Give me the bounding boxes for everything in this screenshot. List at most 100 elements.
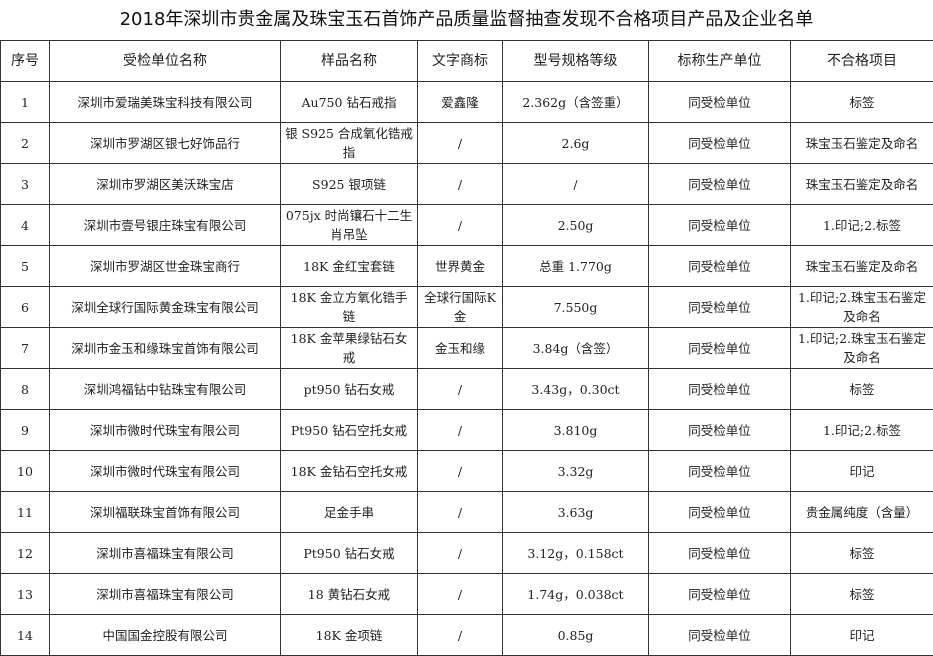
cell-serial-number: 11 [1, 492, 50, 533]
header-trademark: 文字商标 [418, 41, 503, 82]
cell-nonconforming-item: 1.印记;2.标签 [791, 410, 933, 451]
cell-inspected-unit: 深圳市微时代珠宝有限公司 [50, 410, 281, 451]
cell-serial-number: 4 [1, 205, 50, 246]
page-title: 2018年深圳市贵金属及珠宝玉石首饰产品质量监督抽查发现不合格项目产品及企业名单 [0, 0, 933, 40]
cell-manufacturer: 同受检单位 [649, 615, 791, 656]
cell-manufacturer: 同受检单位 [649, 533, 791, 574]
cell-sample-name: 18K 金苹果绿钻石女戒 [281, 328, 418, 369]
cell-manufacturer: 同受检单位 [649, 246, 791, 287]
cell-serial-number: 2 [1, 123, 50, 164]
cell-nonconforming-item: 珠宝玉石鉴定及命名 [791, 164, 933, 205]
cell-model-spec: 3.810g [503, 410, 649, 451]
cell-inspected-unit: 深圳市喜福珠宝有限公司 [50, 533, 281, 574]
cell-manufacturer: 同受检单位 [649, 451, 791, 492]
cell-nonconforming-item: 标签 [791, 533, 933, 574]
header-manufacturer: 标称生产单位 [649, 41, 791, 82]
cell-serial-number: 13 [1, 574, 50, 615]
header-model-spec: 型号规格等级 [503, 41, 649, 82]
cell-inspected-unit: 中国国金控股有限公司 [50, 615, 281, 656]
cell-inspected-unit: 深圳市微时代珠宝有限公司 [50, 451, 281, 492]
cell-manufacturer: 同受检单位 [649, 164, 791, 205]
cell-model-spec: / [503, 164, 649, 205]
cell-model-spec: 3.63g [503, 492, 649, 533]
cell-sample-name: 银 S925 合成氧化锆戒指 [281, 123, 418, 164]
cell-sample-name: 18K 金项链 [281, 615, 418, 656]
cell-inspected-unit: 深圳鸿福钻中钻珠宝有限公司 [50, 369, 281, 410]
header-serial-number: 序号 [1, 41, 50, 82]
cell-manufacturer: 同受检单位 [649, 328, 791, 369]
cell-trademark: / [418, 574, 503, 615]
cell-trademark: 全球行国际K金 [418, 287, 503, 328]
cell-trademark: / [418, 492, 503, 533]
cell-trademark: / [418, 533, 503, 574]
cell-nonconforming-item: 印记 [791, 615, 933, 656]
cell-serial-number: 3 [1, 164, 50, 205]
cell-sample-name: 18K 金红宝套链 [281, 246, 418, 287]
cell-nonconforming-item: 贵金属纯度（含量） [791, 492, 933, 533]
cell-inspected-unit: 深圳市喜福珠宝有限公司 [50, 574, 281, 615]
cell-sample-name: Pt950 钻石女戒 [281, 533, 418, 574]
cell-nonconforming-item: 印记 [791, 451, 933, 492]
cell-model-spec: 3.12g，0.158ct [503, 533, 649, 574]
cell-inspected-unit: 深圳市金玉和缘珠宝首饰有限公司 [50, 328, 281, 369]
cell-sample-name: 足金手串 [281, 492, 418, 533]
cell-manufacturer: 同受检单位 [649, 82, 791, 123]
cell-nonconforming-item: 标签 [791, 369, 933, 410]
cell-trademark: / [418, 615, 503, 656]
header-nonconforming-item: 不合格项目 [791, 41, 933, 82]
cell-sample-name: 18K 金立方氧化锆手链 [281, 287, 418, 328]
cell-serial-number: 9 [1, 410, 50, 451]
cell-sample-name: Au750 钻石戒指 [281, 82, 418, 123]
cell-model-spec: 0.85g [503, 615, 649, 656]
cell-model-spec: 7.550g [503, 287, 649, 328]
table-header-row: 序号受检单位名称样品名称文字商标型号规格等级标称生产单位不合格项目 [1, 41, 933, 82]
cell-model-spec: 1.74g，0.038ct [503, 574, 649, 615]
cell-inspected-unit: 深圳市爱瑞美珠宝科技有限公司 [50, 82, 281, 123]
cell-manufacturer: 同受检单位 [649, 574, 791, 615]
cell-trademark: / [418, 410, 503, 451]
cell-trademark: / [418, 451, 503, 492]
cell-serial-number: 7 [1, 328, 50, 369]
cell-trademark: / [418, 164, 503, 205]
cell-manufacturer: 同受检单位 [649, 492, 791, 533]
cell-sample-name: 18K 金钻石空托女戒 [281, 451, 418, 492]
cell-trademark: 金玉和缘 [418, 328, 503, 369]
cell-manufacturer: 同受检单位 [649, 287, 791, 328]
cell-serial-number: 8 [1, 369, 50, 410]
cell-sample-name: 075jx 时尚镶石十二生肖吊坠 [281, 205, 418, 246]
cell-serial-number: 6 [1, 287, 50, 328]
cell-sample-name: 18 黄钻石女戒 [281, 574, 418, 615]
cell-inspected-unit: 深圳全球行国际黄金珠宝有限公司 [50, 287, 281, 328]
cell-trademark: / [418, 123, 503, 164]
cell-inspected-unit: 深圳市罗湖区世金珠宝商行 [50, 246, 281, 287]
cell-manufacturer: 同受检单位 [649, 369, 791, 410]
cell-serial-number: 5 [1, 246, 50, 287]
cell-serial-number: 1 [1, 82, 50, 123]
cell-model-spec: 2.362g（含签重） [503, 82, 649, 123]
cell-inspected-unit: 深圳福联珠宝首饰有限公司 [50, 492, 281, 533]
cell-serial-number: 10 [1, 451, 50, 492]
cell-model-spec: 3.32g [503, 451, 649, 492]
cell-trademark: / [418, 369, 503, 410]
cell-model-spec: 2.50g [503, 205, 649, 246]
cell-nonconforming-item: 珠宝玉石鉴定及命名 [791, 123, 933, 164]
cell-nonconforming-item: 珠宝玉石鉴定及命名 [791, 246, 933, 287]
cell-manufacturer: 同受检单位 [649, 123, 791, 164]
cell-nonconforming-item: 标签 [791, 82, 933, 123]
header-inspected-unit: 受检单位名称 [50, 41, 281, 82]
cell-manufacturer: 同受检单位 [649, 205, 791, 246]
cell-model-spec: 3.43g，0.30ct [503, 369, 649, 410]
cell-serial-number: 12 [1, 533, 50, 574]
cell-trademark: 爱鑫隆 [418, 82, 503, 123]
